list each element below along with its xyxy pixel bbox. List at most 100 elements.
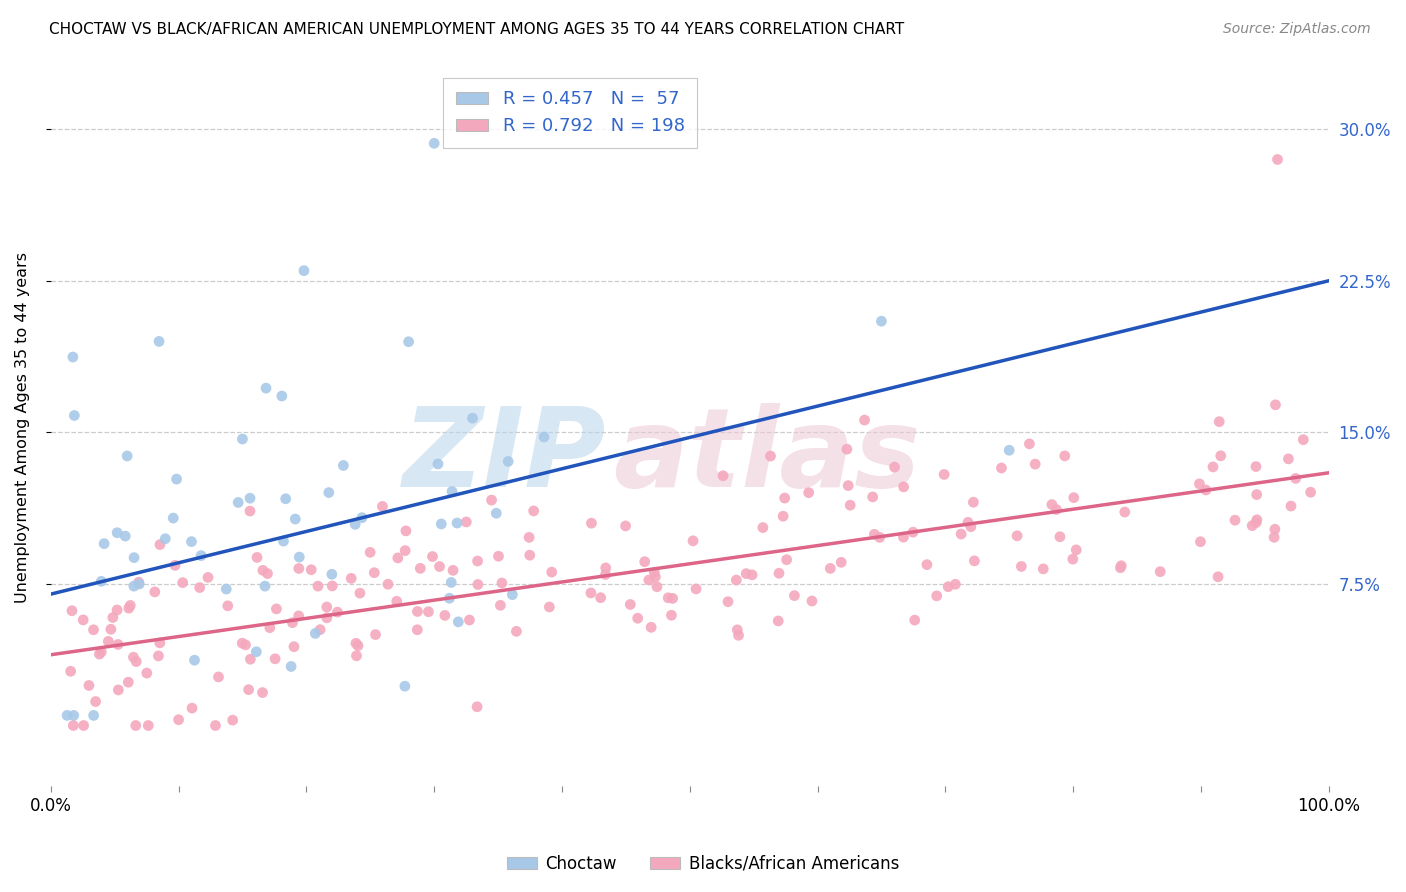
Point: [489, 599, 512, 613]
Point: [231, 636, 253, 650]
Point: [1018, 437, 1040, 451]
Point: [1208, 415, 1230, 429]
Point: [148, 648, 170, 663]
Point: [1277, 451, 1299, 466]
Point: [711, 468, 734, 483]
Point: [1292, 433, 1315, 447]
Point: [960, 519, 983, 533]
Point: [231, 432, 253, 446]
Point: [120, 599, 142, 613]
Point: [72, 718, 94, 732]
Point: [1202, 459, 1225, 474]
Point: [166, 472, 188, 486]
Point: [90, 574, 112, 589]
Point: [264, 652, 287, 666]
Point: [447, 615, 470, 629]
Point: [1064, 542, 1087, 557]
Point: [717, 595, 740, 609]
Point: [56, 708, 79, 723]
Point: [394, 543, 416, 558]
Point: [830, 555, 852, 569]
Point: [1246, 487, 1268, 501]
Point: [439, 591, 461, 606]
Point: [288, 550, 311, 565]
Text: atlas: atlas: [613, 402, 921, 509]
Point: [440, 575, 463, 590]
Point: [422, 549, 444, 564]
Point: [925, 589, 948, 603]
Point: [735, 566, 758, 581]
Point: [1206, 570, 1229, 584]
Point: [107, 637, 129, 651]
Point: [915, 558, 938, 572]
Point: [347, 639, 370, 653]
Point: [321, 567, 343, 582]
Point: [783, 589, 806, 603]
Point: [1062, 552, 1084, 566]
Point: [180, 534, 202, 549]
Y-axis label: Unemployment Among Ages 35 to 44 years: Unemployment Among Ages 35 to 44 years: [15, 252, 30, 603]
Point: [371, 500, 394, 514]
Point: [239, 491, 262, 506]
Point: [217, 599, 239, 613]
Point: [162, 511, 184, 525]
Point: [1241, 518, 1264, 533]
Point: [741, 567, 763, 582]
Point: [853, 413, 876, 427]
Point: [395, 524, 418, 538]
Point: [252, 685, 274, 699]
Legend: R = 0.457   N =  57, R = 0.792   N = 198: R = 0.457 N = 57, R = 0.792 N = 198: [443, 78, 697, 148]
Point: [934, 467, 956, 482]
Point: [800, 594, 823, 608]
Point: [430, 516, 453, 531]
Point: [640, 620, 662, 634]
Point: [84, 694, 107, 708]
Point: [270, 389, 292, 403]
Text: Source: ZipAtlas.com: Source: ZipAtlas.com: [1223, 22, 1371, 37]
Point: [350, 510, 373, 524]
Point: [893, 530, 915, 544]
Point: [1244, 459, 1267, 474]
Point: [1149, 565, 1171, 579]
Point: [344, 636, 367, 650]
Point: [398, 334, 420, 349]
Point: [725, 573, 748, 587]
Point: [135, 666, 157, 681]
Point: [117, 675, 139, 690]
Point: [364, 627, 387, 641]
Point: [101, 610, 124, 624]
Point: [149, 636, 172, 650]
Point: [318, 485, 340, 500]
Point: [1005, 529, 1028, 543]
Point: [1299, 485, 1322, 500]
Point: [835, 442, 858, 457]
Point: [387, 550, 409, 565]
Point: [394, 679, 416, 693]
Point: [725, 623, 748, 637]
Point: [273, 534, 295, 549]
Point: [768, 566, 790, 581]
Point: [406, 623, 429, 637]
Point: [238, 682, 260, 697]
Point: [467, 554, 489, 568]
Point: [1109, 558, 1132, 573]
Point: [645, 580, 668, 594]
Point: [1267, 153, 1289, 167]
Point: [245, 645, 267, 659]
Point: [901, 525, 924, 540]
Point: [1188, 476, 1211, 491]
Point: [246, 550, 269, 565]
Point: [149, 538, 172, 552]
Point: [595, 561, 617, 575]
Point: [346, 648, 368, 663]
Point: [1032, 562, 1054, 576]
Point: [1285, 471, 1308, 485]
Point: [72, 613, 94, 627]
Point: [962, 495, 984, 509]
Point: [280, 659, 302, 673]
Point: [533, 430, 555, 444]
Point: [62, 350, 84, 364]
Point: [1263, 530, 1285, 544]
Point: [772, 509, 794, 524]
Point: [256, 566, 278, 581]
